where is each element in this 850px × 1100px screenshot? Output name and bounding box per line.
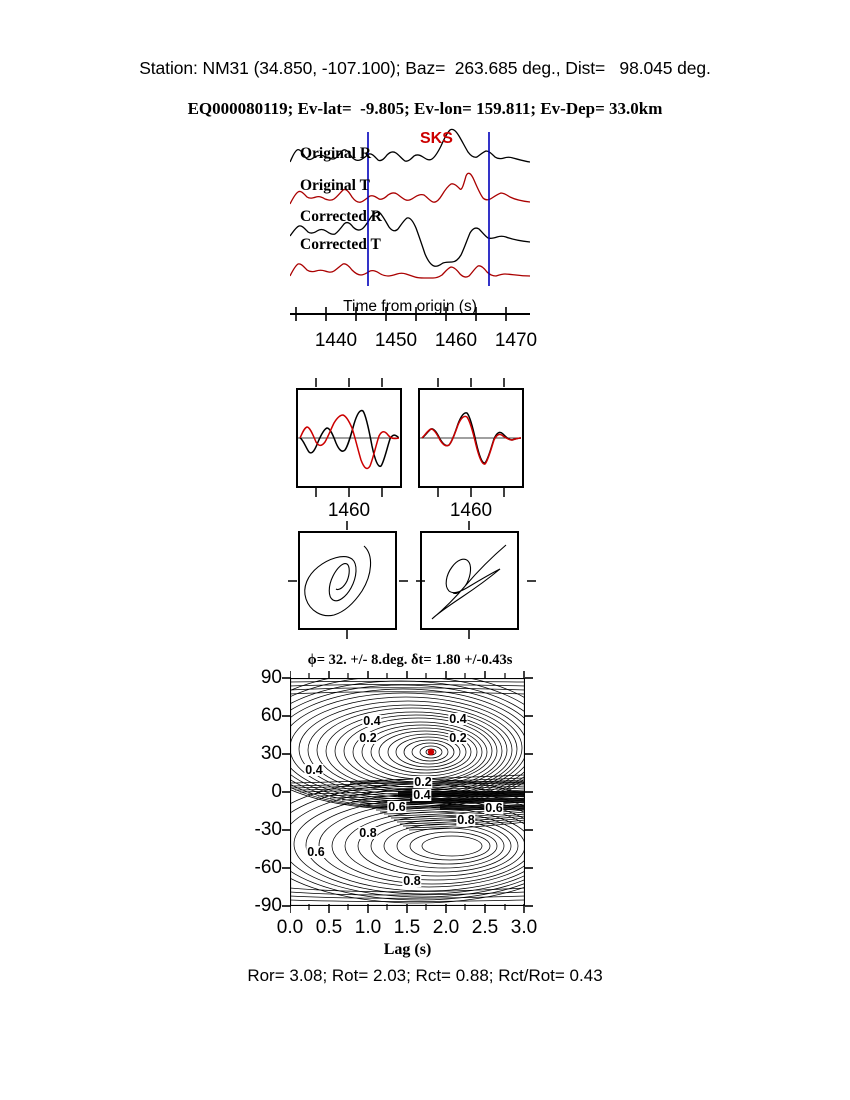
contour-dense-bands [350, 781, 525, 810]
contour-y-ticks-right [525, 677, 533, 907]
event-info-line: EQ000080119; Ev-lat= -9.805; Ev-lon= 159… [187, 99, 663, 118]
contour-label-4: 0.4 [304, 763, 324, 777]
particle-motion-uncorrected [304, 545, 372, 617]
time-axis-title: Time from origin (s) [343, 298, 477, 315]
time-tick-1460: 1460 [434, 330, 478, 351]
trace-original-t [290, 172, 530, 205]
contour-ytick-30: 30 [260, 743, 282, 764]
mid-box-label-left: 1460 [327, 500, 371, 521]
contour-label-2: 0.2 [358, 731, 378, 745]
contour-lines [290, 678, 525, 904]
trace-label-original-r: Original R [300, 145, 372, 162]
trace-label-original-t: Original T [300, 177, 370, 194]
contour-xtick-3: 1.5 [393, 917, 421, 938]
contour-ytick-60: 60 [260, 705, 282, 726]
fast-slow-waveforms-uncorrected [298, 409, 400, 470]
time-tick-1450: 1450 [374, 330, 418, 351]
contour-xtick-4: 2.0 [432, 917, 460, 938]
contour-label-3: 0.2 [448, 731, 468, 745]
trace-corrected-t [290, 263, 530, 279]
contour-x-ticks-bottom [290, 904, 525, 913]
time-axis-tick-labels: 1440 1450 1460 1470 [270, 330, 550, 354]
contour-plot-svg [288, 676, 527, 908]
time-axis [290, 307, 530, 321]
sks-phase-label: SKS [420, 130, 453, 147]
contour-xtick-5: 2.5 [471, 917, 499, 938]
trace-original-r [290, 128, 530, 163]
quality-metrics-line: Ror= 3.08; Rot= 2.03; Rct= 0.88; Rct/Rot… [247, 966, 603, 985]
contour-x-axis-label: Lag (s) [383, 941, 432, 958]
contour-xtick-6: 3.0 [510, 917, 538, 938]
contour-ytick-0: 0 [271, 781, 282, 802]
contour-xtick-2: 1.0 [354, 917, 382, 938]
trace-label-corrected-t: Corrected T [300, 236, 381, 253]
contour-label-5: 0.2 [413, 775, 433, 789]
waveform-traces [290, 128, 530, 286]
particle-box-ticks-side [288, 580, 536, 582]
contour-ytick-neg30: -30 [254, 819, 282, 840]
contour-xtick-1: 0.5 [315, 917, 343, 938]
fast-slow-waveforms-corrected [420, 412, 522, 465]
contour-ytick-90: 90 [260, 667, 282, 688]
contour-label-1: 0.4 [448, 712, 468, 726]
time-tick-1440: 1440 [314, 330, 358, 351]
contour-label-12: 0.8 [402, 874, 422, 888]
fast-slow-waveform-box-corrected [418, 388, 524, 488]
particle-motion-corrected [431, 544, 507, 620]
contour-plot-title: ϕ= 32. +/- 8.deg. δt= 1.80 +/-0.43s [307, 652, 513, 668]
contour-label-7: 0.6 [387, 800, 407, 814]
particle-box-ticks-bottom [346, 630, 470, 639]
particle-motion-box-corrected [420, 531, 519, 630]
trace-label-corrected-r: Corrected R [300, 208, 382, 225]
waveform-panel [290, 128, 530, 286]
mid-box-ticks-bottom [315, 488, 505, 497]
contour-label-8: 0.6 [484, 801, 504, 815]
particle-box-ticks-top [346, 521, 470, 530]
contour-ytick-neg60: -60 [254, 857, 282, 878]
contour-label-6: 0.4 [412, 788, 432, 802]
particle-motion-box-uncorrected [298, 531, 397, 630]
contour-xtick-0: 0.0 [276, 917, 304, 938]
mid-box-ticks-top [315, 378, 505, 387]
contour-label-9: 0.8 [456, 813, 476, 827]
contour-x-ticks-top [290, 671, 525, 679]
mid-box-label-right: 1460 [449, 500, 493, 521]
contour-label-0: 0.4 [362, 714, 382, 728]
contour-plot: 0.4 0.4 0.2 0.2 0.4 0.2 0.4 0.6 0.6 0.8 … [288, 676, 527, 908]
minimum-marker [427, 748, 435, 756]
time-tick-1470: 1470 [494, 330, 538, 351]
contour-ytick-neg90: -90 [254, 895, 282, 916]
contour-label-10: 0.8 [358, 826, 378, 840]
contour-label-11: 0.6 [306, 845, 326, 859]
trace-corrected-r [290, 211, 530, 267]
fast-slow-waveform-box-uncorrected [296, 388, 402, 488]
station-info-line: Station: NM31 (34.850, -107.100); Baz= 2… [139, 58, 711, 78]
